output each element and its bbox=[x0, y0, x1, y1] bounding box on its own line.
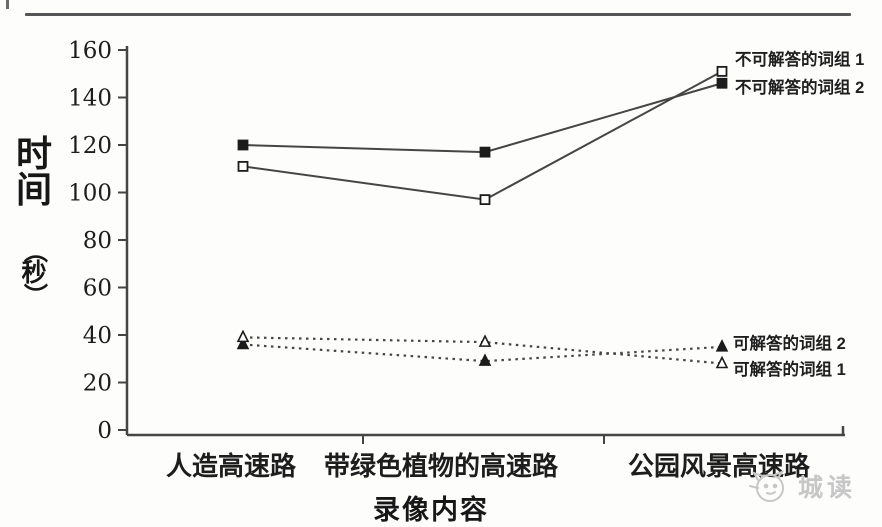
series-0 bbox=[237, 65, 728, 206]
y-tick-label: 120 bbox=[68, 133, 112, 159]
y-tick-label: 20 bbox=[83, 371, 112, 397]
series-line-0 bbox=[242, 70, 723, 201]
series-label-answerable-1: 可解答的词组 1 bbox=[733, 361, 846, 379]
y-tick-label: 100 bbox=[68, 181, 112, 207]
open-triangle-marker bbox=[236, 329, 250, 343]
open-square-marker bbox=[479, 194, 491, 206]
y-axis-unit-char: 秒 bbox=[21, 259, 47, 287]
y-tick-label: 0 bbox=[97, 418, 112, 444]
open-square-marker bbox=[237, 160, 249, 172]
filled-square-marker bbox=[237, 139, 249, 151]
y-axis-title: 时间 bbox=[15, 133, 52, 210]
filled-square-marker bbox=[479, 146, 491, 158]
open-triangle-marker bbox=[478, 334, 492, 347]
x-axis bbox=[127, 426, 845, 444]
watermark-text: 城读 bbox=[798, 474, 857, 502]
x-category-green-plants-highway: 带绿色植物的高速路 bbox=[323, 451, 559, 481]
filled-square-marker bbox=[716, 77, 728, 89]
y-tick-label: 40 bbox=[83, 323, 112, 349]
series-2 bbox=[236, 336, 729, 366]
paren-open: （ bbox=[21, 239, 48, 263]
edge-artifact-mark bbox=[6, 0, 9, 9]
series-line-2 bbox=[242, 343, 723, 363]
series-label-unanswerable-1: 不可解答的词组 1 bbox=[735, 51, 865, 69]
x-category-artificial-highway: 人造高速路 bbox=[165, 451, 297, 481]
series-1 bbox=[237, 77, 728, 158]
top-border-line bbox=[25, 13, 851, 16]
y-tick-label: 80 bbox=[83, 228, 112, 254]
watermark: 城读 bbox=[748, 466, 856, 506]
y-tick-label: 60 bbox=[83, 276, 112, 302]
y-axis-unit-label: （ 秒 ） bbox=[16, 239, 52, 307]
cat-face-doodle-icon bbox=[749, 469, 785, 502]
series-label-unanswerable-2: 不可解答的词组 2 bbox=[735, 79, 865, 97]
filled-triangle-marker bbox=[236, 336, 250, 350]
filled-triangle-marker bbox=[715, 339, 729, 352]
filled-triangle-marker bbox=[478, 353, 492, 366]
series-line-1 bbox=[242, 82, 723, 154]
open-triangle-marker bbox=[715, 355, 729, 369]
y-tick-label: 160 bbox=[68, 38, 112, 64]
x-axis-title: 录像内容 bbox=[373, 495, 489, 525]
series-line-3 bbox=[242, 336, 723, 365]
y-axis: 0 20 40 60 80 100 120 140 160 bbox=[68, 38, 129, 444]
open-square-marker bbox=[716, 65, 728, 77]
series-3 bbox=[236, 329, 729, 369]
series-label-answerable-2: 可解答的词组 2 bbox=[733, 335, 846, 353]
y-tick-label: 140 bbox=[68, 86, 112, 112]
paren-close: ） bbox=[21, 283, 48, 307]
